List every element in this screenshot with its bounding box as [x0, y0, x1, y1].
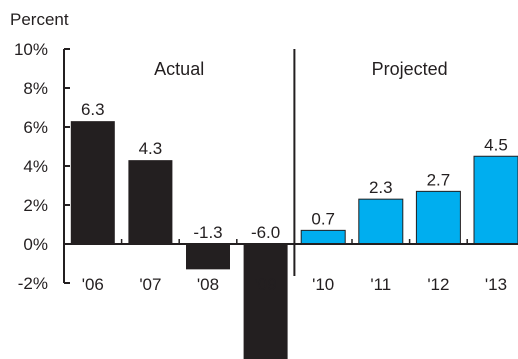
bars: 6.3 4.3 -1.3 -6.0 0.7 2.3 2.7 4.5 [70, 100, 518, 359]
y-tick-label: 4% [23, 157, 48, 176]
section-labels: Actual Projected [154, 49, 448, 276]
bar [415, 190, 461, 245]
bar [300, 229, 346, 245]
x-tick-label: '11 [370, 275, 391, 294]
data-label: 4.5 [484, 135, 508, 154]
data-label: -6.0 [251, 223, 280, 242]
data-label: 0.7 [311, 209, 335, 228]
y-tick-label: 10% [14, 40, 48, 59]
x-tick-label: '09 [255, 275, 277, 294]
data-label: -1.3 [193, 223, 222, 242]
data-label: 6.3 [81, 100, 105, 119]
y-axis: -2% 0% 2% 4% 6% 8% 10% [14, 40, 70, 293]
x-tick-label: '12 [427, 275, 449, 294]
bar [70, 121, 115, 244]
y-tick-label: 2% [23, 196, 48, 215]
x-tick-label: '13 [485, 275, 507, 294]
section-label-projected: Projected [372, 59, 448, 79]
x-tick-label: '07 [139, 275, 161, 294]
x-axis: '06 '07 '08 '09 '10 '11 '12 '13 [64, 239, 518, 294]
x-tick-label: '06 [82, 275, 104, 294]
bar [243, 244, 288, 359]
y-tick-label: -2% [18, 274, 48, 293]
y-tick-label: 6% [23, 118, 48, 137]
bar [473, 155, 518, 245]
x-tick-label: '10 [312, 275, 334, 294]
data-label: 4.3 [139, 139, 163, 158]
data-label: 2.7 [427, 170, 451, 189]
bar [358, 198, 404, 245]
y-tick-label: 8% [23, 79, 48, 98]
x-tick-label: '08 [197, 275, 219, 294]
bar [186, 244, 230, 270]
section-label-actual: Actual [154, 59, 204, 79]
y-axis-title: Percent [10, 10, 69, 29]
data-label: 2.3 [369, 178, 393, 197]
y-tick-label: 0% [23, 235, 48, 254]
bar [128, 160, 173, 244]
